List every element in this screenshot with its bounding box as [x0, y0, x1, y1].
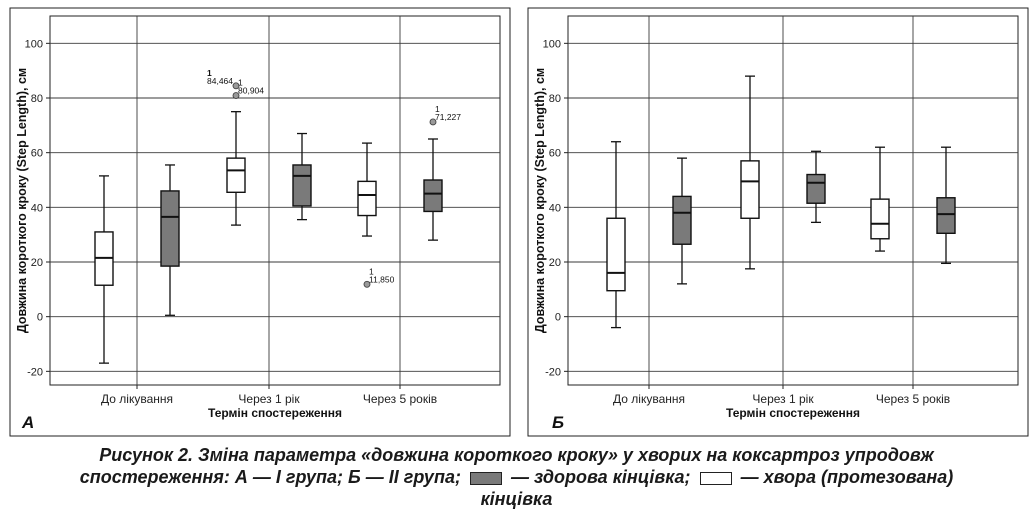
box-plot-healthy [672, 157, 692, 285]
x-axis-title: Термін спостереження [726, 406, 860, 420]
figure-caption: Рисунок 2. Зміна параметра «довжина коро… [0, 444, 1033, 510]
box-plot-healthy [160, 164, 180, 316]
box-plot-healthy [806, 150, 826, 224]
iqr-box [936, 197, 956, 234]
iqr-box [672, 195, 692, 245]
figure: -20 0 20 40 60 80 100 До лікування Через 1 рік Че… [9, 7, 1029, 437]
box-plot-healthy [423, 138, 443, 241]
iqr-box [357, 180, 377, 217]
chart-panel-1: -20 0 20 40 60 80 100 До лікування Через 1 рік Че… [9, 7, 511, 437]
y-tick-label: -20 [545, 366, 561, 378]
y-tick-label: 80 [549, 93, 561, 105]
x-tick-label: До лікування [613, 392, 685, 406]
x-tick-label: Через 5 років [363, 392, 437, 406]
box-plot-healthy [936, 146, 956, 265]
iqr-box [160, 190, 180, 267]
y-tick-label: 80 [31, 93, 43, 105]
outlier-point [363, 280, 371, 288]
caption-line-1: Рисунок 2. Зміна параметра «довжина коро… [99, 445, 934, 465]
y-tick-label: -20 [27, 366, 43, 378]
y-axis-title: Довжина короткого кроку (Step Length), с… [533, 68, 547, 333]
x-tick-label: Через 5 років [876, 392, 950, 406]
panel-frame [527, 7, 1029, 437]
y-tick-label: 40 [31, 202, 43, 214]
iqr-box [423, 179, 443, 213]
box-plot-prosthetic [606, 141, 626, 329]
y-tick-label: 0 [37, 312, 43, 324]
outlier-id: 1 [207, 68, 212, 78]
outlier-label: 84,464 [207, 76, 233, 86]
outlier-point [429, 118, 437, 126]
legend-swatch-prosthetic [699, 471, 732, 485]
box-plot-healthy [292, 132, 312, 221]
outlier-id: 1 [238, 78, 243, 88]
y-axis-title: Довжина короткого кроку (Step Length), с… [15, 68, 29, 333]
box-plot-prosthetic [870, 146, 890, 252]
x-axis-title: Термін спостереження [208, 406, 342, 420]
x-tick-label: До лікування [101, 392, 173, 406]
x-tick-label: Через 1 рік [752, 392, 814, 406]
y-tick-label: 60 [549, 148, 561, 160]
caption-line-2-c: — хвора (протезована) [740, 467, 954, 487]
outlier-id: 1 [435, 104, 440, 114]
y-tick-label: 0 [555, 312, 561, 324]
iqr-box [740, 160, 760, 219]
outlier-label: 11,850 [369, 274, 395, 284]
caption-line-2-b: — здорова кінцівка; [510, 467, 691, 487]
outlier-point [232, 92, 240, 99]
box-plot-prosthetic [357, 142, 377, 237]
box-plot-prosthetic [740, 75, 760, 270]
y-tick-label: 40 [549, 202, 561, 214]
y-tick-label: 100 [25, 38, 43, 50]
y-tick-label: 20 [549, 257, 561, 269]
iqr-box [806, 173, 826, 204]
outlier-point [232, 82, 240, 90]
outlier-label: 71,227 [435, 112, 461, 122]
panel-label: А [21, 413, 34, 432]
iqr-box [292, 164, 312, 207]
caption-line-3: кінцівка [480, 489, 553, 509]
panel-frame [9, 7, 511, 437]
caption-line-2: спостереження: А — І група; Б — ІІ група… [0, 466, 1033, 488]
box-plot-prosthetic [226, 111, 246, 226]
iqr-box [870, 198, 890, 240]
y-tick-label: 60 [31, 148, 43, 160]
iqr-box [606, 217, 626, 292]
box-plot-prosthetic [94, 175, 114, 364]
caption-line-2-a: спостереження: А — І група; Б — ІІ група… [79, 467, 461, 487]
chart-panel-2: -20 0 20 40 60 80 100 До лікування Через 1 рік Че… [527, 7, 1029, 437]
y-tick-label: 20 [31, 257, 43, 269]
legend-swatch-healthy [469, 471, 502, 485]
x-tick-label: Через 1 рік [238, 392, 300, 406]
outlier-id: 1 [369, 266, 374, 276]
panel-label: Б [552, 413, 564, 432]
y-tick-label: 100 [543, 38, 561, 50]
iqr-box [226, 157, 246, 193]
outlier-label: 80,904 [238, 86, 264, 96]
